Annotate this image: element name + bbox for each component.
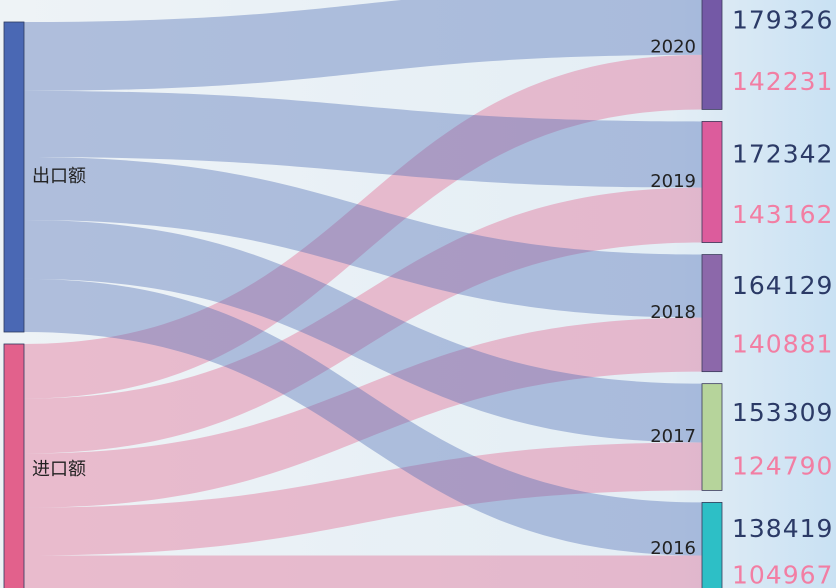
source-label: 出口额 <box>32 166 86 187</box>
value-label: 138419 <box>732 514 833 543</box>
target-label: 2020 <box>650 37 696 58</box>
link <box>24 442 702 556</box>
value-label: 140881 <box>732 330 833 359</box>
link <box>24 555 702 588</box>
target-node <box>701 254 723 373</box>
link <box>24 54 702 399</box>
links <box>24 0 702 588</box>
link <box>24 278 702 556</box>
value-label: 104967 <box>732 561 833 588</box>
target-node <box>701 121 723 243</box>
target-label: 2018 <box>650 302 696 323</box>
link <box>24 157 702 318</box>
target-node <box>701 502 723 588</box>
value-label: 153309 <box>732 398 833 427</box>
nodes: 179326 142231 172342 143162 164129 140881 1533… <box>3 0 833 588</box>
target-label: 2016 <box>650 538 696 559</box>
value-label: 164129 <box>732 271 833 300</box>
source-node <box>3 343 25 588</box>
source-label: 进口额 <box>32 459 86 480</box>
link <box>24 317 702 508</box>
target-node <box>701 0 723 110</box>
value-label: 124790 <box>732 451 833 480</box>
source-node <box>3 21 25 333</box>
value-label: 142231 <box>732 67 833 96</box>
link <box>24 0 702 91</box>
link <box>24 187 702 454</box>
value-label: 179326 <box>732 5 833 34</box>
value-label: 143162 <box>732 200 833 229</box>
value-label: 172342 <box>732 140 833 169</box>
link <box>24 90 702 188</box>
target-label: 2017 <box>650 426 696 447</box>
target-node <box>701 383 723 491</box>
link <box>24 220 702 443</box>
target-label: 2019 <box>650 171 696 192</box>
